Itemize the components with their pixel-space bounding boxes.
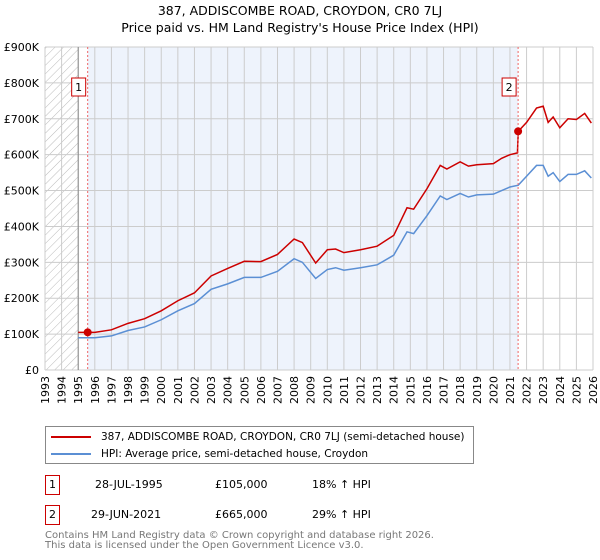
x-tick-label: 2005 [238, 376, 251, 404]
x-tick-label: 1999 [139, 376, 152, 404]
x-tick-label: 1994 [56, 376, 69, 404]
transaction-price: £665,000 [215, 508, 268, 521]
transaction-price: £105,000 [215, 478, 268, 491]
chart-title: 387, ADDISCOMBE ROAD, CROYDON, CR0 7LJ [157, 3, 443, 18]
sale-point [83, 328, 92, 337]
x-tick-label: 1996 [89, 376, 102, 404]
marker-badge: 2 [45, 505, 60, 525]
x-tick-label: 1995 [72, 376, 85, 404]
y-tick-label: £0 [25, 364, 39, 377]
sale-marker-label: 1 [75, 81, 82, 94]
x-tick-label: 2024 [554, 376, 567, 404]
sale-marker-box [501, 77, 517, 97]
x-tick-label: 2001 [172, 376, 185, 404]
transaction-date: 29-JUN-2021 [91, 508, 162, 521]
footer-line: This data is licensed under the Open Gov… [45, 540, 364, 551]
legend-hpi: HPI: Average price, semi-detached house,… [101, 448, 369, 460]
x-tick-label: 2014 [388, 376, 401, 404]
footer: Contains HM Land Registry data © Crown c… [45, 531, 434, 551]
legend-blue-line [51, 453, 91, 455]
x-tick-label: 2023 [537, 376, 550, 404]
x-tick-label: 2017 [438, 376, 451, 404]
transaction-date: 28-JUL-1995 [95, 478, 163, 491]
x-tick-label: 2011 [338, 376, 351, 404]
x-tick-label: 2000 [155, 376, 168, 404]
legend: 387, ADDISCOMBE ROAD, CROYDON, CR0 7LJ (… [45, 426, 474, 464]
x-tick-label: 1993 [39, 376, 52, 404]
y-tick-label: £900K [4, 41, 40, 54]
sale-marker-label: 2 [506, 81, 513, 94]
sale-marker-box [71, 77, 87, 97]
x-tick-label: 2021 [504, 376, 517, 404]
y-tick-label: £100K [4, 328, 40, 341]
sale-point [514, 127, 523, 136]
y-tick-label: £600K [4, 149, 40, 162]
footer-line: Contains HM Land Registry data © Crown c… [45, 530, 434, 541]
hpi-line [78, 164, 592, 339]
marker-badge: 1 [45, 475, 60, 495]
chart-subtitle: Price paid vs. HM Land Registry's House … [121, 20, 479, 35]
y-tick-label: £500K [4, 185, 40, 198]
x-tick-label: 2020 [487, 376, 500, 404]
x-tick-label: 1998 [122, 376, 135, 404]
x-tick-label: 2026 [587, 376, 600, 404]
transaction-row: 2 29-JUN-2021 £665,000 29% ↑ HPI [45, 505, 485, 525]
property-price-line [78, 105, 592, 334]
price-chart: 1993 1994 1995 1996 1997 1998 1999 2000 2001 2002… [4, 41, 600, 404]
x-tick-label: 2002 [188, 376, 201, 404]
y-tick-label: £400K [4, 220, 40, 233]
transaction-hpi: 18% ↑ HPI [312, 478, 371, 491]
x-tick-label: 2010 [321, 376, 334, 404]
legend-red-line [51, 436, 91, 438]
transaction-hpi: 29% ↑ HPI [312, 508, 371, 521]
x-tick-label: 2022 [521, 376, 534, 404]
transaction-row: 1 28-JUL-1995 £105,000 18% ↑ HPI [45, 475, 485, 495]
x-tick-label: 2025 [570, 376, 583, 404]
x-tick-label: 1997 [105, 376, 118, 404]
x-tick-label: 2009 [305, 376, 318, 404]
x-tick-label: 2015 [404, 376, 417, 404]
legend-property: 387, ADDISCOMBE ROAD, CROYDON, CR0 7LJ (… [101, 431, 465, 443]
y-tick-label: £800K [4, 77, 40, 90]
x-tick-label: 2006 [255, 376, 268, 404]
y-tick-label: £300K [4, 256, 40, 269]
x-tick-label: 2004 [222, 376, 235, 404]
ownership-shade [87, 47, 519, 370]
x-tick-label: 2018 [454, 376, 467, 404]
x-tick-label: 2003 [205, 376, 218, 404]
x-tick-label: 2008 [288, 376, 301, 404]
x-tick-label: 2013 [371, 376, 384, 404]
x-tick-label: 2016 [421, 376, 434, 404]
x-tick-label: 2012 [355, 376, 368, 404]
x-tick-label: 2019 [471, 376, 484, 404]
y-tick-label: £200K [4, 292, 40, 305]
y-tick-label: £700K [4, 113, 40, 126]
x-tick-label: 2007 [271, 376, 284, 404]
